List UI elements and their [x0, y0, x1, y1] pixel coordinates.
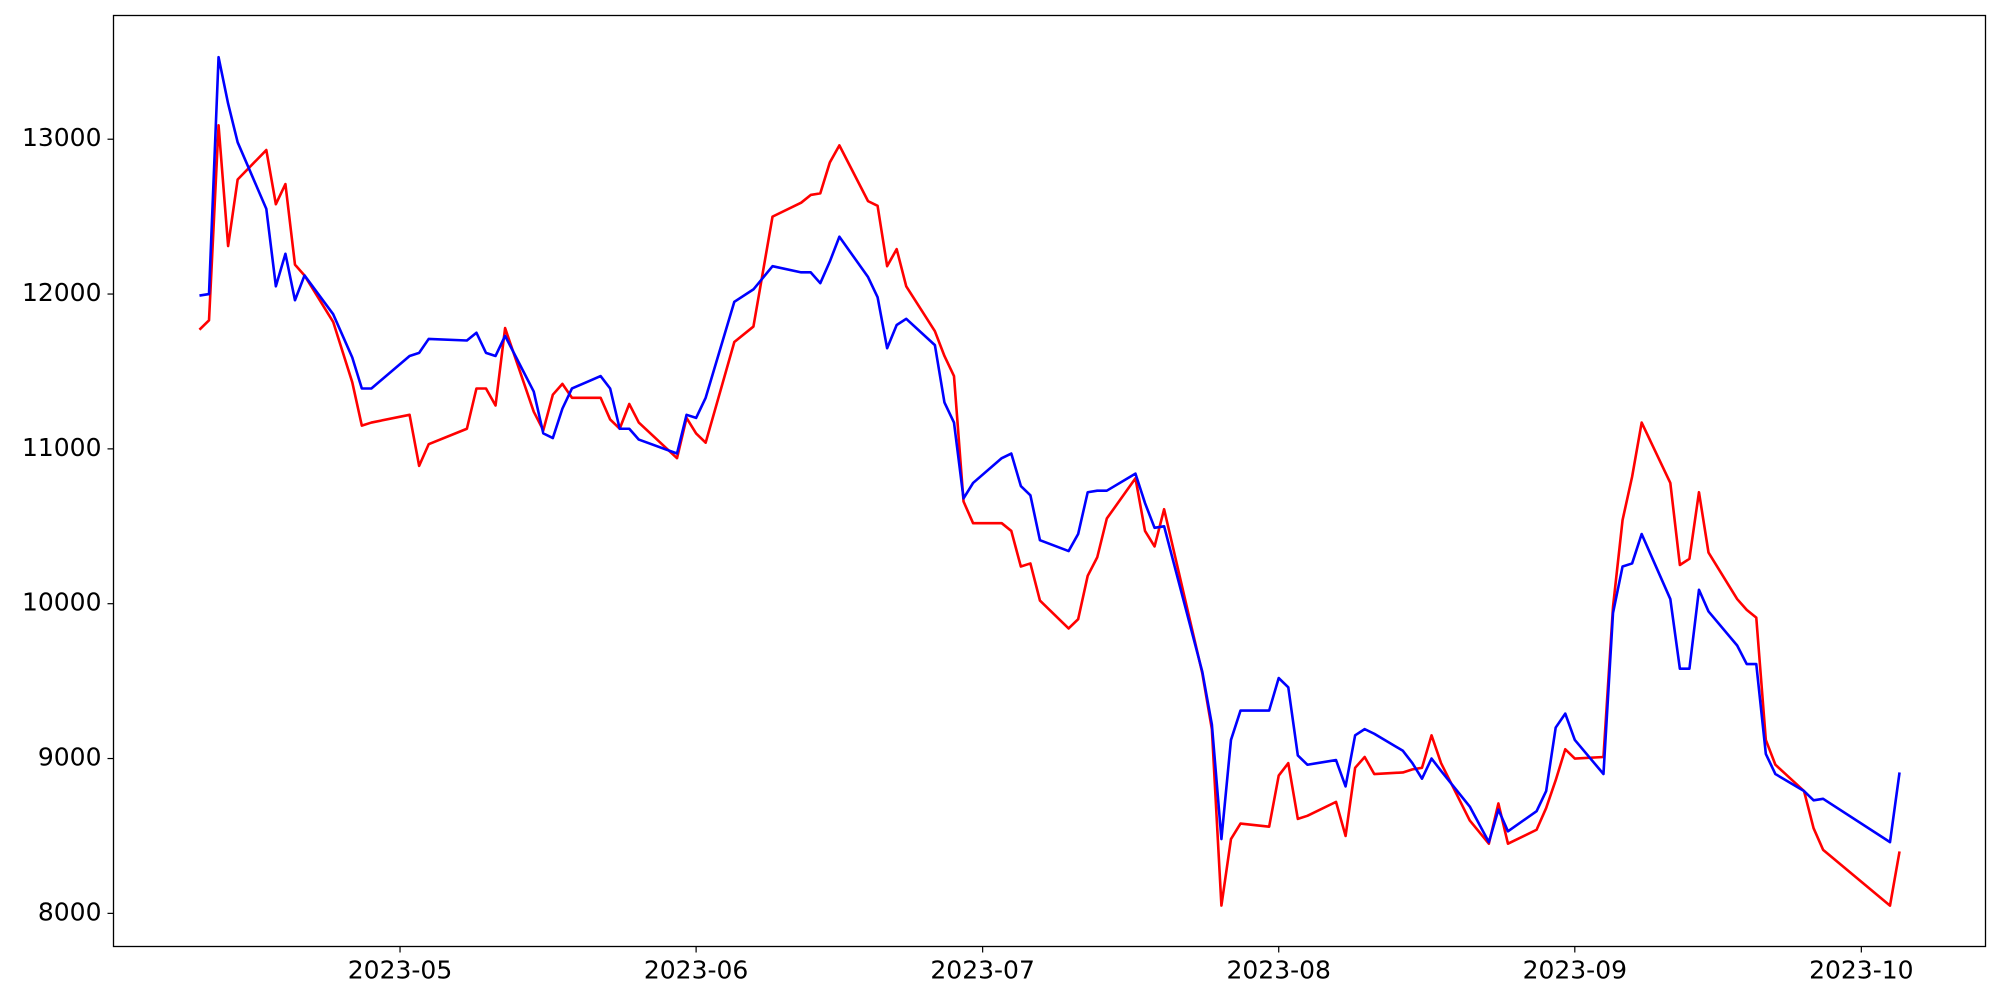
- y-tick-label: 13000: [22, 123, 102, 152]
- y-tick-label: 11000: [22, 433, 102, 462]
- x-tick-label: 2023-06: [644, 956, 748, 985]
- x-tick-label: 2023-09: [1523, 956, 1627, 985]
- x-tick-label: 2023-08: [1226, 956, 1330, 985]
- y-tick-label: 9000: [38, 743, 102, 772]
- x-tick-label: 2023-07: [930, 956, 1034, 985]
- series-line: [198, 123, 1901, 907]
- y-tick-label: 8000: [38, 897, 102, 926]
- x-tick-label: 2023-05: [348, 956, 452, 985]
- series-line: [199, 55, 1901, 844]
- y-tick-label: 12000: [22, 278, 102, 307]
- x-tick-label: 2023-10: [1809, 956, 1913, 985]
- plot-frame: [112, 14, 1987, 948]
- y-tick-label: 10000: [22, 588, 102, 617]
